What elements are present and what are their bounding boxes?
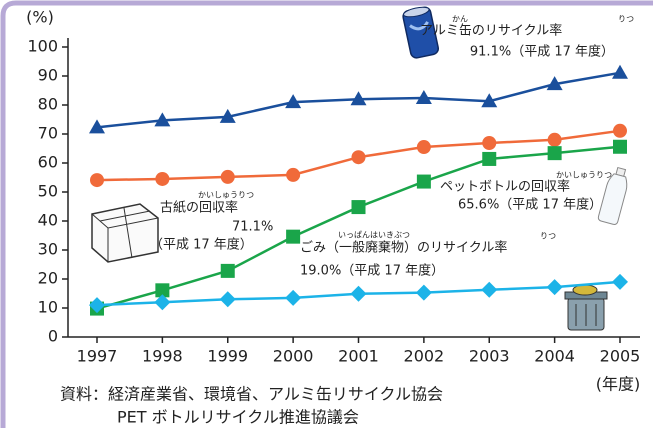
annotation-ruby: いっぱんはいきぶつ xyxy=(338,231,410,240)
y-tick-label: 90 xyxy=(38,66,58,85)
marker xyxy=(351,286,367,302)
marker xyxy=(220,291,236,307)
annotation-note: 65.6%（平成 17 年度） xyxy=(458,197,602,213)
marker xyxy=(286,168,300,182)
marker xyxy=(613,124,627,138)
chart: (%) (年度) 資料：経済産業省、環境省、アルミ缶リサイクル協会 PET ボト… xyxy=(0,0,653,428)
annotation-label: ペットボトルの回収率 xyxy=(440,179,570,195)
trash-icon xyxy=(565,285,607,330)
series-line xyxy=(97,147,620,309)
x-tick-label: 2001 xyxy=(338,347,379,366)
marker xyxy=(482,136,496,150)
marker xyxy=(548,146,562,160)
marker xyxy=(90,173,104,187)
marker xyxy=(482,152,496,166)
marker xyxy=(548,133,562,147)
marker xyxy=(612,65,628,79)
marker xyxy=(481,282,497,298)
x-tick-label: 2000 xyxy=(273,347,314,366)
marker xyxy=(352,150,366,164)
source-line: PET ボトルリサイクル推進協議会 xyxy=(117,408,359,427)
annotation-label: 古紙の回収率 xyxy=(160,200,238,216)
annotation-ruby: りつ xyxy=(540,232,556,241)
marker xyxy=(613,140,627,154)
y-tick-label: 0 xyxy=(48,327,58,346)
marker xyxy=(547,279,563,295)
marker xyxy=(221,264,235,278)
paper-bundle-icon xyxy=(92,204,158,262)
y-axis-label: (%) xyxy=(26,8,54,27)
annotation-note: 91.1%（平成 17 年度） xyxy=(470,44,614,60)
source-line: 資料：経済産業省、環境省、アルミ缶リサイクル協会 xyxy=(60,385,443,404)
x-tick-label: 2002 xyxy=(404,347,445,366)
marker xyxy=(221,170,235,184)
annotation-ruby: りつ xyxy=(618,15,634,24)
x-axis-label: (年度) xyxy=(596,375,641,394)
annotation-note: 19.0%（平成 17 年度） xyxy=(300,263,444,279)
marker xyxy=(285,290,301,306)
annotation-note: 71.1% xyxy=(232,220,273,235)
x-tick-label: 2004 xyxy=(534,347,575,366)
y-tick-label: 20 xyxy=(38,269,58,288)
x-tick-label: 2003 xyxy=(469,347,510,366)
y-tick-label: 30 xyxy=(38,240,58,259)
marker xyxy=(612,274,628,290)
y-tick-label: 50 xyxy=(38,182,58,201)
annotation-ruby: かいしゅうりつ xyxy=(556,171,612,180)
marker xyxy=(417,140,431,154)
marker xyxy=(416,285,432,301)
annotation-ruby: かいしゅうりつ xyxy=(198,191,254,200)
y-tick-label: 60 xyxy=(38,153,58,172)
y-tick-label: 70 xyxy=(38,124,58,143)
y-tick-label: 40 xyxy=(38,211,58,230)
x-tick-label: 1997 xyxy=(77,347,118,366)
y-tick-label: 80 xyxy=(38,95,58,114)
marker xyxy=(417,175,431,189)
x-tick-label: 1998 xyxy=(142,347,183,366)
marker xyxy=(286,230,300,244)
y-tick-label: 10 xyxy=(38,298,58,317)
annotation-label: アルミ缶のリサイクル率 xyxy=(420,23,562,39)
y-tick-label: 100 xyxy=(27,37,58,56)
marker xyxy=(352,200,366,214)
x-tick-label: 1999 xyxy=(207,347,248,366)
annotation-label: ごみ（一般廃棄物）のリサイクル率 xyxy=(300,240,507,256)
annotation-ruby: かん xyxy=(452,15,468,24)
marker xyxy=(155,172,169,186)
x-tick-label: 2005 xyxy=(600,347,641,366)
annotation-note: （平成 17 年度） xyxy=(150,237,253,253)
